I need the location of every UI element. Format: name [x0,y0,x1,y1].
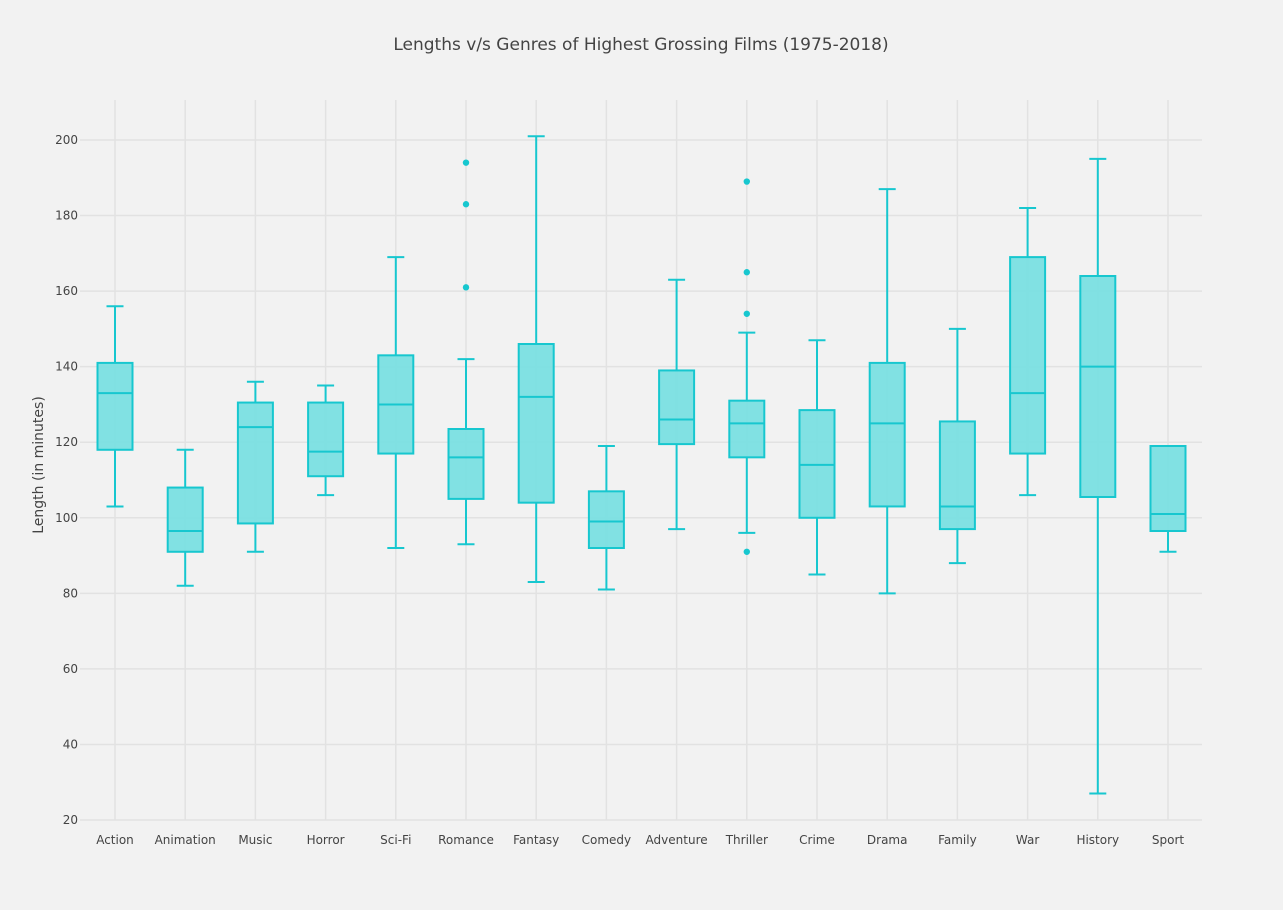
iqr-box [658,369,696,446]
x-tick-label: Music [238,833,272,847]
iqr-box [587,490,625,550]
x-tick-label: Thriller [725,833,768,847]
iqr-box [236,401,274,525]
y-tick-label: 180 [55,209,78,223]
iqr-box [1009,256,1047,455]
y-tick-labels: 20 40 60 80 100 120 140 160 180 200 [55,133,78,827]
y-tick-label: 40 [63,737,78,751]
outlier-point [743,178,750,185]
iqr-box [166,486,204,553]
chart-title: Lengths v/s Genres of Highest Grossing F… [393,35,888,55]
x-tick-label: Drama [867,833,908,847]
box-sci-fi[interactable] [377,256,415,549]
box-thriller[interactable] [728,178,766,555]
iqr-box [447,428,485,500]
x-tick-label: Fantasy [513,833,559,847]
x-tick-label: Sci-Fi [380,833,411,847]
x-tick-label: Family [938,833,977,847]
iqr-box [517,343,555,504]
box-drama[interactable] [868,188,906,595]
x-tick-labels: Action Animation Music Horror Sci-Fi Romance F… [96,833,1184,847]
outlier-point [743,269,750,276]
box-family[interactable] [938,327,976,565]
outlier-point [462,159,470,166]
box-crime[interactable] [798,339,836,576]
y-tick-label: 140 [55,360,78,374]
box-music[interactable] [236,380,274,553]
iqr-box [307,401,345,478]
y-axis-title: Length (in minutes) [31,396,47,534]
y-tick-label: 160 [55,284,78,298]
outlier-point [462,284,470,291]
box-fantasy[interactable] [517,135,555,583]
iqr-box [96,361,134,451]
outlier-point [462,201,470,208]
box-war[interactable] [1009,207,1047,497]
iqr-box [728,399,766,459]
x-tick-label: War [1016,833,1039,847]
box-romance[interactable] [447,159,485,546]
outlier-point [743,548,750,555]
y-tick-label: 80 [63,586,78,600]
box-action[interactable] [96,305,134,508]
x-tick-label: History [1076,833,1119,847]
y-tick-label: 100 [55,511,78,525]
y-tick-label: 60 [63,662,78,676]
box-adventure[interactable] [658,278,696,531]
iqr-box [868,361,906,508]
iqr-box [1149,445,1187,532]
box-history[interactable] [1079,157,1117,795]
box-comedy[interactable] [587,445,625,591]
iqr-box [1079,275,1117,498]
x-tick-label: Sport [1152,833,1185,847]
x-tick-label: Action [96,833,134,847]
y-tick-label: 200 [55,133,78,147]
x-tick-label: Adventure [646,833,708,847]
x-tick-label: Animation [155,833,216,847]
box-layer [96,135,1187,795]
x-tick-label: Horror [307,833,345,847]
y-tick-label: 120 [55,435,78,449]
iqr-box [938,420,976,531]
x-tick-label: Comedy [582,833,632,847]
box-horror[interactable] [307,384,345,497]
outlier-point [743,310,750,317]
box-sport[interactable] [1149,445,1187,553]
box-animation[interactable] [166,448,204,587]
x-tick-label: Romance [438,833,494,847]
x-tick-label: Crime [799,833,835,847]
y-tick-label: 20 [63,813,78,827]
